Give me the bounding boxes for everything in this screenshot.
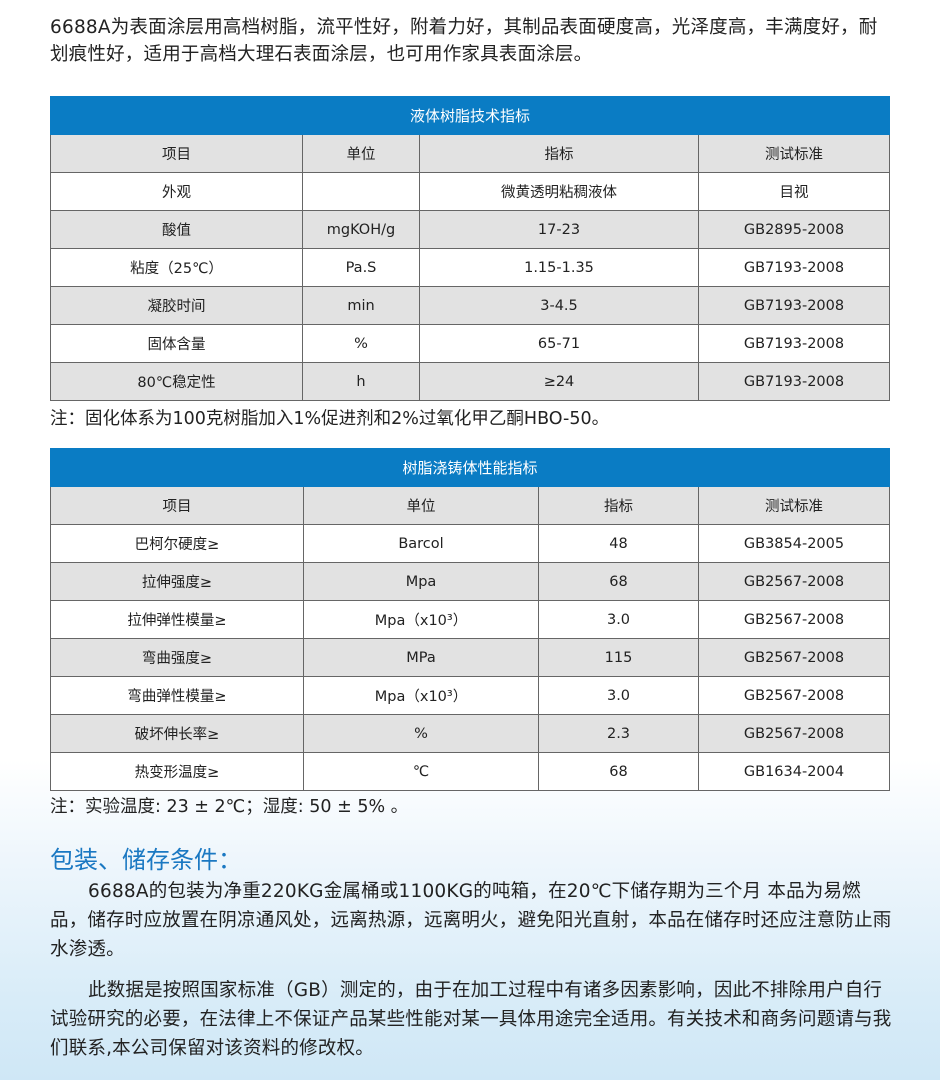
column-header: 项目 (50, 134, 303, 173)
table-cell: 弯曲强度≥ (50, 638, 304, 677)
table-cell: 65-71 (419, 324, 699, 363)
table1-note: 注：固化体系为100克树脂加入1%促进剂和2%过氧化甲乙酮HBO-50。 (50, 409, 610, 429)
table-row: 拉伸强度≥ Mpa 68 GB2567-2008 (50, 562, 890, 601)
table-row: 拉伸弹性模量≥ Mpa（x10³） 3.0 GB2567-2008 (50, 600, 890, 639)
column-header: 指标 (419, 134, 699, 173)
table-cell: % (302, 324, 420, 363)
table-row: 80℃稳定性 h ≥24 GB7193-2008 (50, 362, 890, 401)
casting-performance-table: 树脂浇铸体性能指标 项目 单位 指标 测试标准 巴柯尔硬度≥ Barcol 48 GB3854… (50, 448, 890, 791)
table-cell: h (302, 362, 420, 401)
table-row: 粘度（25℃） Pa.S 1.15-1.35 GB7193-2008 (50, 248, 890, 287)
table-cell: GB7193-2008 (698, 248, 890, 287)
storage-heading: 包装、储存条件： (50, 846, 242, 874)
table-cell: 外观 (50, 172, 303, 211)
table-cell: 微黄透明粘稠液体 (419, 172, 699, 211)
table-row: 巴柯尔硬度≥ Barcol 48 GB3854-2005 (50, 524, 890, 563)
table-cell: GB2895-2008 (698, 210, 890, 249)
table-cell: GB7193-2008 (698, 324, 890, 363)
table-cell: % (303, 714, 539, 753)
table-cell: 目视 (698, 172, 890, 211)
table-cell: Mpa（x10³） (303, 676, 539, 715)
table-cell: GB7193-2008 (698, 362, 890, 401)
table-cell: 2.3 (538, 714, 699, 753)
table-title: 树脂浇铸体性能指标 (50, 448, 890, 487)
header-row: 项目 单位 指标 测试标准 (50, 486, 890, 525)
table-title: 液体树脂技术指标 (50, 96, 890, 135)
column-header: 指标 (538, 486, 699, 525)
table-cell: 80℃稳定性 (50, 362, 303, 401)
table-cell: GB2567-2008 (698, 600, 890, 639)
table-cell: GB1634-2004 (698, 752, 890, 791)
table-row: 固体含量% 65-71 GB7193-2008 (50, 324, 890, 363)
table-cell: 1.15-1.35 (419, 248, 699, 287)
table-cell: 拉伸强度≥ (50, 562, 304, 601)
table-cell: 17-23 (419, 210, 699, 249)
table-cell: 115 (538, 638, 699, 677)
table-cell: 热变形温度≥ (50, 752, 304, 791)
liquid-resin-spec-table: 液体树脂技术指标 项目 单位 指标 测试标准 外观 微黄透明粘稠液体 目视 酸值 mgKOH/g… (50, 96, 890, 401)
column-header: 项目 (50, 486, 304, 525)
table-cell: 巴柯尔硬度≥ (50, 524, 304, 563)
table-cell: 48 (538, 524, 699, 563)
table-row: 弯曲强度≥ MPa 115 GB2567-2008 (50, 638, 890, 677)
table-cell: Pa.S (302, 248, 420, 287)
table-cell: 酸值 (50, 210, 303, 249)
table-cell: GB2567-2008 (698, 638, 890, 677)
table-row: 外观 微黄透明粘稠液体 目视 (50, 172, 890, 211)
column-header: 测试标准 (698, 486, 890, 525)
table-cell: 固体含量 (50, 324, 303, 363)
table-cell: Mpa（x10³） (303, 600, 539, 639)
disclaimer-paragraph: 此数据是按照国家标准（GB）测定的，由于在加工过程中有诸多因素影响，因此不排除用… (50, 980, 892, 1059)
table-cell: 68 (538, 562, 699, 601)
table-cell: Mpa (303, 562, 539, 601)
table2-note: 注：实验温度: 23 ± 2℃；湿度: 50 ± 5% 。 (50, 797, 409, 817)
storage-paragraph: 6688A的包装为净重220KG金属桶或1100KG的吨箱，在20℃下储存期为三… (50, 881, 892, 960)
column-header: 测试标准 (698, 134, 890, 173)
table-cell: GB3854-2005 (698, 524, 890, 563)
table-cell: 3-4.5 (419, 286, 699, 325)
table-cell: 凝胶时间 (50, 286, 303, 325)
table-row: 凝胶时间 min 3-4.5 GB7193-2008 (50, 286, 890, 325)
table-cell: 粘度（25℃） (50, 248, 303, 287)
table-cell: 3.0 (538, 600, 699, 639)
table-cell (302, 172, 420, 211)
table-cell: mgKOH/g (302, 210, 420, 249)
header-row: 项目 单位 指标 测试标准 (50, 134, 890, 173)
column-header: 单位 (303, 486, 539, 525)
table-cell: 拉伸弹性模量≥ (50, 600, 304, 639)
table-cell: MPa (303, 638, 539, 677)
column-header: 单位 (302, 134, 420, 173)
table-cell: ≥24 (419, 362, 699, 401)
intro-text: 6688A为表面涂层用高档树脂，流平性好，附着力好，其制品表面硬度高，光泽度高，… (50, 17, 878, 65)
table-row: 破坏伸长率≥% 2.3 GB2567-2008 (50, 714, 890, 753)
table-cell: 3.0 (538, 676, 699, 715)
table-cell: GB2567-2008 (698, 562, 890, 601)
table-cell: 68 (538, 752, 699, 791)
table-cell: GB7193-2008 (698, 286, 890, 325)
table-cell: 破坏伸长率≥ (50, 714, 304, 753)
table-cell: 弯曲弹性模量≥ (50, 676, 304, 715)
table-row: 酸值 mgKOH/g 17-23 GB2895-2008 (50, 210, 890, 249)
table-cell: ℃ (303, 752, 539, 791)
table-cell: min (302, 286, 420, 325)
table-cell: GB2567-2008 (698, 714, 890, 753)
table-cell: GB2567-2008 (698, 676, 890, 715)
table-row: 热变形温度≥ ℃ 68 GB1634-2004 (50, 752, 890, 791)
table-cell: Barcol (303, 524, 539, 563)
table-row: 弯曲弹性模量≥ Mpa（x10³） 3.0 GB2567-2008 (50, 676, 890, 715)
